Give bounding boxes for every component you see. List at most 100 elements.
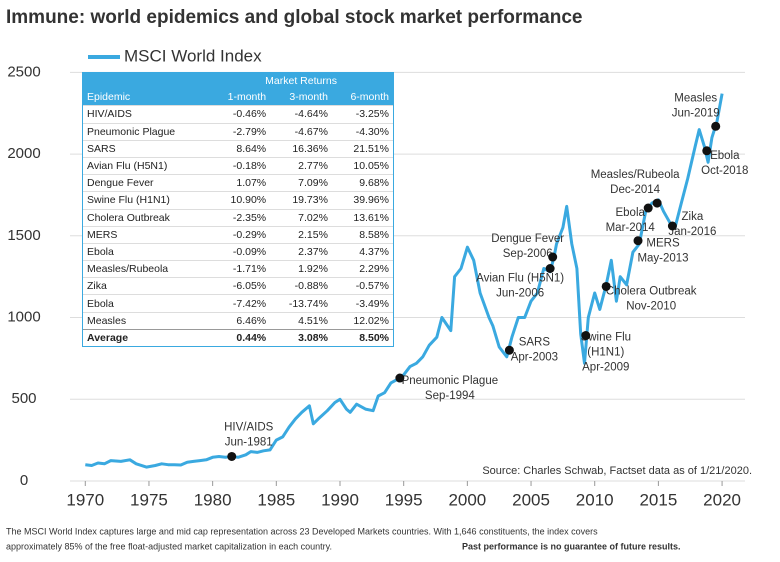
- event-dot: [545, 264, 555, 273]
- table-row: Cholera Outbreak -2.35% 7.02% 13.61%: [83, 208, 393, 227]
- event-label: Nov-2010: [626, 301, 676, 313]
- x-tick-label: 1970: [66, 490, 104, 509]
- table-cell: 10.05%: [331, 156, 393, 175]
- event-label: Zika: [682, 211, 704, 223]
- table-row: Measles 6.46% 4.51% 12.02%: [83, 311, 393, 330]
- event-dot: [643, 203, 653, 213]
- y-tick-label: 1500: [7, 227, 40, 244]
- event-dot: [702, 146, 712, 156]
- table-cell: 7.02%: [270, 208, 332, 227]
- event-label: Sep-2006: [503, 248, 553, 260]
- event-label: Dengue Fever: [491, 233, 564, 245]
- event-dot: [601, 281, 611, 291]
- event-label: Sep-1994: [425, 390, 475, 402]
- table-cell: 10.90%: [209, 191, 271, 209]
- table-cell: Ebola: [83, 242, 210, 261]
- x-tick-label: 2010: [576, 490, 614, 509]
- table-cell: Swine Flu (H1N1): [83, 191, 210, 209]
- table-cell: -7.42%: [209, 294, 271, 313]
- table-row: Dengue Fever 1.07% 7.09% 9.68%: [83, 174, 393, 192]
- table-cell: -1.71%: [209, 260, 271, 278]
- event-dot: [581, 331, 591, 341]
- table-row: MERS -0.29% 2.15% 8.58%: [83, 225, 393, 244]
- table-cell: Avian Flu (H5N1): [83, 156, 210, 175]
- table-cell: [83, 73, 210, 90]
- table-cell: Pneumonic Plague: [83, 122, 210, 141]
- table-cell: 7.09%: [270, 174, 332, 192]
- table-cell: -0.57%: [331, 277, 393, 295]
- table: Market Returns Epidemic 1-month 3-month 6-mo…: [83, 73, 393, 346]
- event-label: Mar-2014: [606, 222, 656, 234]
- table-cell: 16.36%: [270, 139, 332, 158]
- table-cell: Zika: [83, 277, 210, 295]
- x-tick-label: 1990: [321, 490, 359, 509]
- table-cell: -0.88%: [270, 277, 332, 295]
- series-line: [85, 93, 724, 469]
- event-label: Cholera Outbreak: [606, 286, 697, 298]
- footnote: The MSCI World Index captures large and …: [6, 526, 598, 536]
- table-cell: 1-month: [209, 89, 271, 106]
- chart-title: Immune: world epidemics and global stock…: [6, 7, 583, 28]
- x-tick-label: 2005: [512, 490, 550, 509]
- table-cell: -2.79%: [209, 122, 271, 141]
- event-label: Jun-1981: [225, 437, 273, 449]
- event-dot: [227, 451, 237, 461]
- table-cell: 2.29%: [331, 260, 393, 278]
- event-dot: [667, 221, 677, 231]
- table-cell: -4.30%: [331, 122, 393, 141]
- table-cell: 6-month: [331, 89, 393, 106]
- source: Source: Charles Schwab, Factset data as …: [482, 465, 752, 477]
- x-tick-label: 1975: [130, 490, 168, 509]
- x-tick-label: 1985: [257, 490, 295, 509]
- table-cell: HIV/AIDS: [83, 105, 210, 124]
- table-row: Zika -6.05% -0.88% -0.57%: [83, 277, 393, 295]
- table-cell: Ebola: [83, 294, 210, 313]
- event-label: Pneumonic Plague: [402, 375, 499, 387]
- x-tick-label: 1980: [194, 490, 232, 509]
- table-cell: Epidemic: [83, 89, 210, 106]
- table-cell: 39.96%: [331, 191, 393, 209]
- table-cell: 1.07%: [209, 174, 271, 192]
- y-tick-label: 0: [20, 472, 28, 489]
- table-cell: 0.44%: [209, 328, 271, 346]
- table-cell: -0.09%: [209, 242, 271, 261]
- event-label: Measles: [674, 92, 717, 104]
- event-label: May-2013: [637, 253, 688, 265]
- x-tick-label: 2020: [703, 490, 741, 509]
- event-label: Jun-2006: [496, 288, 544, 300]
- event-label: Avian Flu (H5N1): [476, 273, 564, 285]
- table-cell: -4.67%: [270, 122, 332, 141]
- table-row: Avian Flu (H5N1) -0.18% 2.77% 10.05%: [83, 156, 393, 175]
- table-cell: -3.49%: [331, 294, 393, 313]
- table-cell: 2.37%: [270, 242, 332, 261]
- y-tick-label: 2000: [7, 145, 40, 162]
- table-cell: 9.68%: [331, 174, 393, 192]
- legend-label: MSCI World Index: [124, 46, 262, 65]
- table-cell: -2.35%: [209, 208, 271, 227]
- y-tick-label: 1000: [7, 309, 40, 326]
- table-cell: 8.64%: [209, 139, 271, 158]
- table-cell: Market Returns: [209, 73, 393, 90]
- table-cell: -0.18%: [209, 156, 271, 175]
- table-cell: Measles: [83, 311, 210, 330]
- table-cell: Cholera Outbreak: [83, 208, 210, 227]
- event-dot: [395, 373, 405, 383]
- table-cell: 1.92%: [270, 260, 332, 278]
- table-cell: MERS: [83, 225, 210, 244]
- table-cell: 19.73%: [270, 191, 332, 209]
- table-cell: 8.50%: [331, 328, 393, 346]
- table-row: Market Returns: [83, 73, 393, 90]
- x-tick-label: 2015: [639, 490, 677, 509]
- table-cell: Measles/Rubeola: [83, 260, 210, 278]
- event-label: Oct-2018: [701, 165, 748, 177]
- event-label: Jan-2016: [668, 226, 716, 238]
- table-cell: -4.64%: [270, 105, 332, 124]
- table-cell: -6.05%: [209, 277, 271, 295]
- x-tick-label: 2000: [448, 490, 486, 509]
- table-cell: SARS: [83, 139, 210, 158]
- table-cell: 21.51%: [331, 139, 393, 158]
- table-row: Ebola -7.42% -13.74% -3.49%: [83, 294, 393, 313]
- event-dot: [633, 236, 643, 246]
- table-cell: -0.29%: [209, 225, 271, 244]
